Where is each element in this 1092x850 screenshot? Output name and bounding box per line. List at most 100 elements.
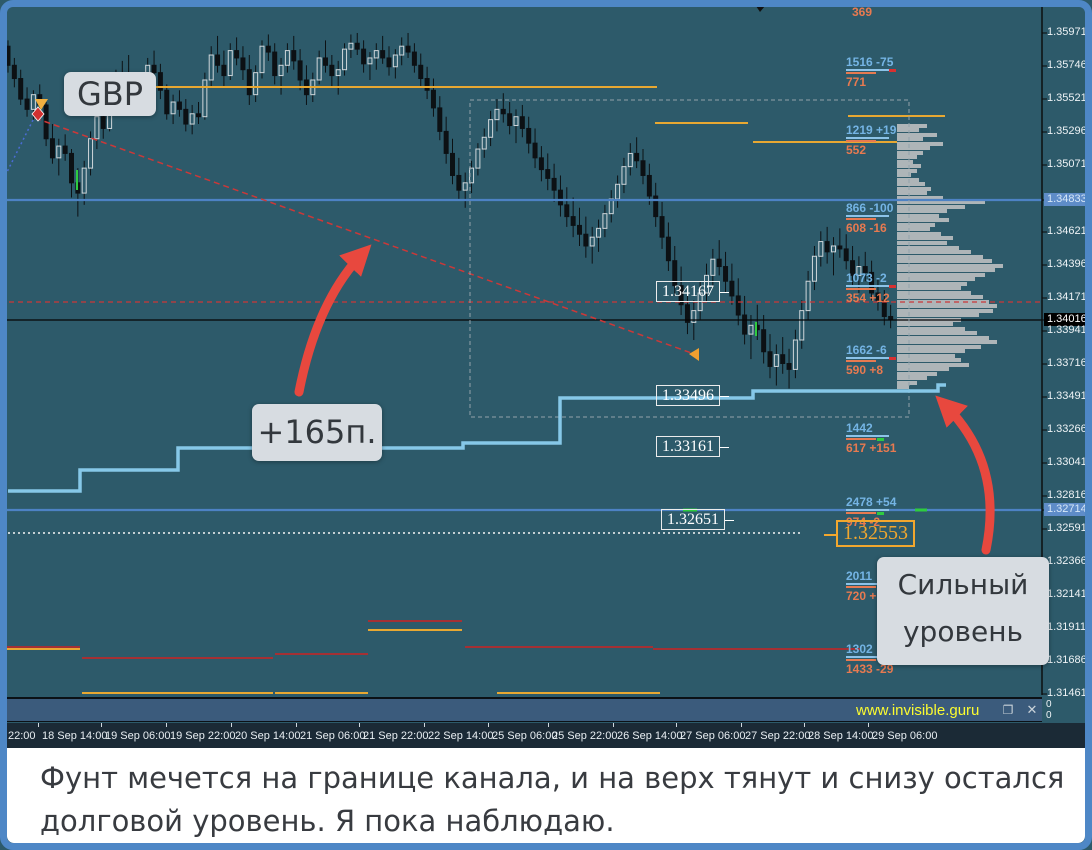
indicator-value-bottom: 590 +8 bbox=[846, 363, 884, 377]
price-axis-label: 1.32714 bbox=[1044, 503, 1090, 516]
time-axis-label: 19 Sep 06:00 bbox=[105, 730, 171, 742]
indicator-tick-red bbox=[889, 357, 896, 360]
indicator-line-orange bbox=[846, 438, 876, 440]
price-axis-label: 1.34396 bbox=[1047, 258, 1087, 270]
time-axis-label: 27 Sep 06:00 bbox=[680, 730, 746, 742]
indicator-line-blue bbox=[846, 509, 889, 511]
strong-level-line1: Сильный bbox=[897, 568, 1029, 601]
indicator-value-group: 1516 -75 771 bbox=[846, 56, 896, 88]
time-tick bbox=[548, 723, 549, 727]
indicator-line-orange bbox=[846, 218, 876, 220]
time-axis-label: 25 Sep 06:00 bbox=[492, 730, 558, 742]
level-price-tag[interactable]: 1.32651 bbox=[661, 509, 734, 530]
indicator-value-top: 1073 -2 bbox=[846, 271, 887, 285]
time-axis-label: 21 Sep 22:00 bbox=[363, 730, 429, 742]
indicator-value-top: 2011 bbox=[846, 569, 873, 583]
price-axis-label: 1.34833 bbox=[1044, 193, 1090, 206]
time-axis-label: 21 Sep 06:00 bbox=[300, 730, 366, 742]
indicator-value-bottom: 771 bbox=[846, 75, 867, 89]
time-tick bbox=[488, 723, 489, 727]
indicator-tick-red bbox=[889, 285, 896, 288]
level-price-tag[interactable]: 1.33161 bbox=[656, 436, 729, 457]
indicator-line-orange bbox=[846, 288, 876, 290]
price-axis-label: 1.31686 bbox=[1047, 654, 1087, 666]
time-axis-label: 22:00 bbox=[8, 730, 36, 742]
price-axis-label: 1.33941 bbox=[1047, 324, 1087, 336]
pending-order-price-tag[interactable]: 1.32553 bbox=[824, 520, 915, 547]
time-axis-label: 19 Sep 22:00 bbox=[170, 730, 236, 742]
price-axis-label: 1.35296 bbox=[1047, 125, 1087, 137]
symbol-label: GBP bbox=[64, 72, 156, 116]
indicator-value-group: 1219 +19 552 bbox=[846, 123, 897, 156]
time-tick bbox=[38, 723, 39, 727]
price-axis-label: 1.32591 bbox=[1047, 522, 1087, 534]
restore-window-button[interactable]: ❐ bbox=[1002, 703, 1014, 717]
price-axis-label: 1.31461 bbox=[1047, 687, 1087, 699]
note-line2: долговой уровень. Я пока наблюдаю. bbox=[40, 804, 615, 838]
indicator-value-top: 2478 +54 bbox=[846, 495, 897, 509]
indicator-value-group: 2478 +54 974 -2 bbox=[846, 495, 897, 528]
time-tick bbox=[166, 723, 167, 727]
price-axis-label: 1.33041 bbox=[1047, 456, 1087, 468]
time-axis-label: 18 Sep 14:00 bbox=[42, 730, 108, 742]
time-axis-label: 26 Sep 14:00 bbox=[617, 730, 683, 742]
indicator-value-bottom: 608 -16 bbox=[846, 221, 887, 235]
analyst-note-panel: Фунт мечется на границе канала, и на вер… bbox=[7, 748, 1085, 843]
indicator-line-orange bbox=[846, 586, 876, 588]
time-axis-label: 22 Sep 14:00 bbox=[428, 730, 494, 742]
indicator-value-group: 866 -100 608 -16 bbox=[846, 201, 894, 234]
indicator-value-top: 866 -100 bbox=[846, 201, 894, 215]
price-axis-label: 1.34016 bbox=[1044, 313, 1090, 326]
indicator-value-top: 1442 bbox=[846, 421, 873, 435]
indicator-line-orange bbox=[846, 360, 876, 362]
indicator-value-bottom: 1433 -29 bbox=[846, 662, 894, 676]
indicator-line-blue bbox=[846, 583, 889, 585]
time-tick bbox=[4, 723, 5, 727]
price-axis-label: 1.35971 bbox=[1047, 26, 1087, 38]
time-axis[interactable]: 22:00 18 Sep 14:00 19 Sep 06:00 19 Sep 22:0… bbox=[4, 723, 1085, 748]
price-axis-label: 1.32141 bbox=[1047, 588, 1087, 600]
indicator-tick-green bbox=[877, 512, 884, 515]
indicator-line-blue bbox=[846, 357, 889, 359]
profit-annotation: +165п. bbox=[252, 404, 382, 461]
time-tick bbox=[101, 723, 102, 727]
price-axis-label: 1.34171 bbox=[1047, 291, 1087, 303]
indicator-value-bottom: 617 +151 bbox=[846, 441, 897, 455]
indicator-tick-red bbox=[889, 69, 896, 72]
price-axis-label: 1.33491 bbox=[1047, 390, 1087, 402]
indicator-value-top: 1302 bbox=[846, 642, 873, 656]
time-axis-label: 29 Sep 06:00 bbox=[872, 730, 938, 742]
indicator-value-bottom: 720 +1 bbox=[846, 589, 884, 603]
indicator-line-blue bbox=[846, 285, 889, 287]
strong-level-annotation: Сильный уровень bbox=[877, 557, 1049, 665]
price-axis-label: 1.33716 bbox=[1047, 357, 1087, 369]
indicator-line-orange bbox=[846, 659, 876, 661]
invisible-guru-link[interactable]: www.invisible.guru bbox=[856, 702, 980, 719]
close-window-button[interactable]: ✕ bbox=[1026, 702, 1038, 717]
indicator-value-bottom: 552 bbox=[846, 143, 867, 157]
level-price-tag[interactable]: 1.34167 bbox=[656, 281, 729, 302]
time-tick bbox=[613, 723, 614, 727]
note-line1: Фунт мечется на границе канала, и на вер… bbox=[40, 761, 1065, 795]
indicator-value-group: 1662 -6 590 +8 bbox=[846, 344, 896, 376]
time-tick bbox=[296, 723, 297, 727]
indicator-value-bottom: 354 +12 bbox=[846, 291, 890, 305]
indicator-line-blue bbox=[846, 137, 889, 139]
indicator-line-orange bbox=[846, 140, 876, 142]
time-tick bbox=[359, 723, 360, 727]
time-axis-label: 28 Sep 14:00 bbox=[808, 730, 874, 742]
indicator-line-blue bbox=[846, 69, 889, 71]
price-axis-label: 1.35071 bbox=[1047, 158, 1087, 170]
indicator-value-group: 1442 617 +151 bbox=[846, 421, 896, 454]
time-axis-label: 20 Sep 14:00 bbox=[235, 730, 301, 742]
indicator-value-top: 1219 +19 bbox=[846, 123, 897, 137]
strong-level-line2: уровень bbox=[902, 615, 1023, 648]
indicator-tick-green bbox=[877, 438, 884, 441]
level-price-tag[interactable]: 1.33496 bbox=[656, 385, 729, 406]
time-tick bbox=[676, 723, 677, 727]
indicator-line-blue bbox=[846, 435, 889, 437]
indicator-value-group: 2011 720 +1 bbox=[846, 569, 889, 602]
indicator-subwindow-bar: www.invisible.guru ❐ ✕ bbox=[7, 697, 1042, 722]
